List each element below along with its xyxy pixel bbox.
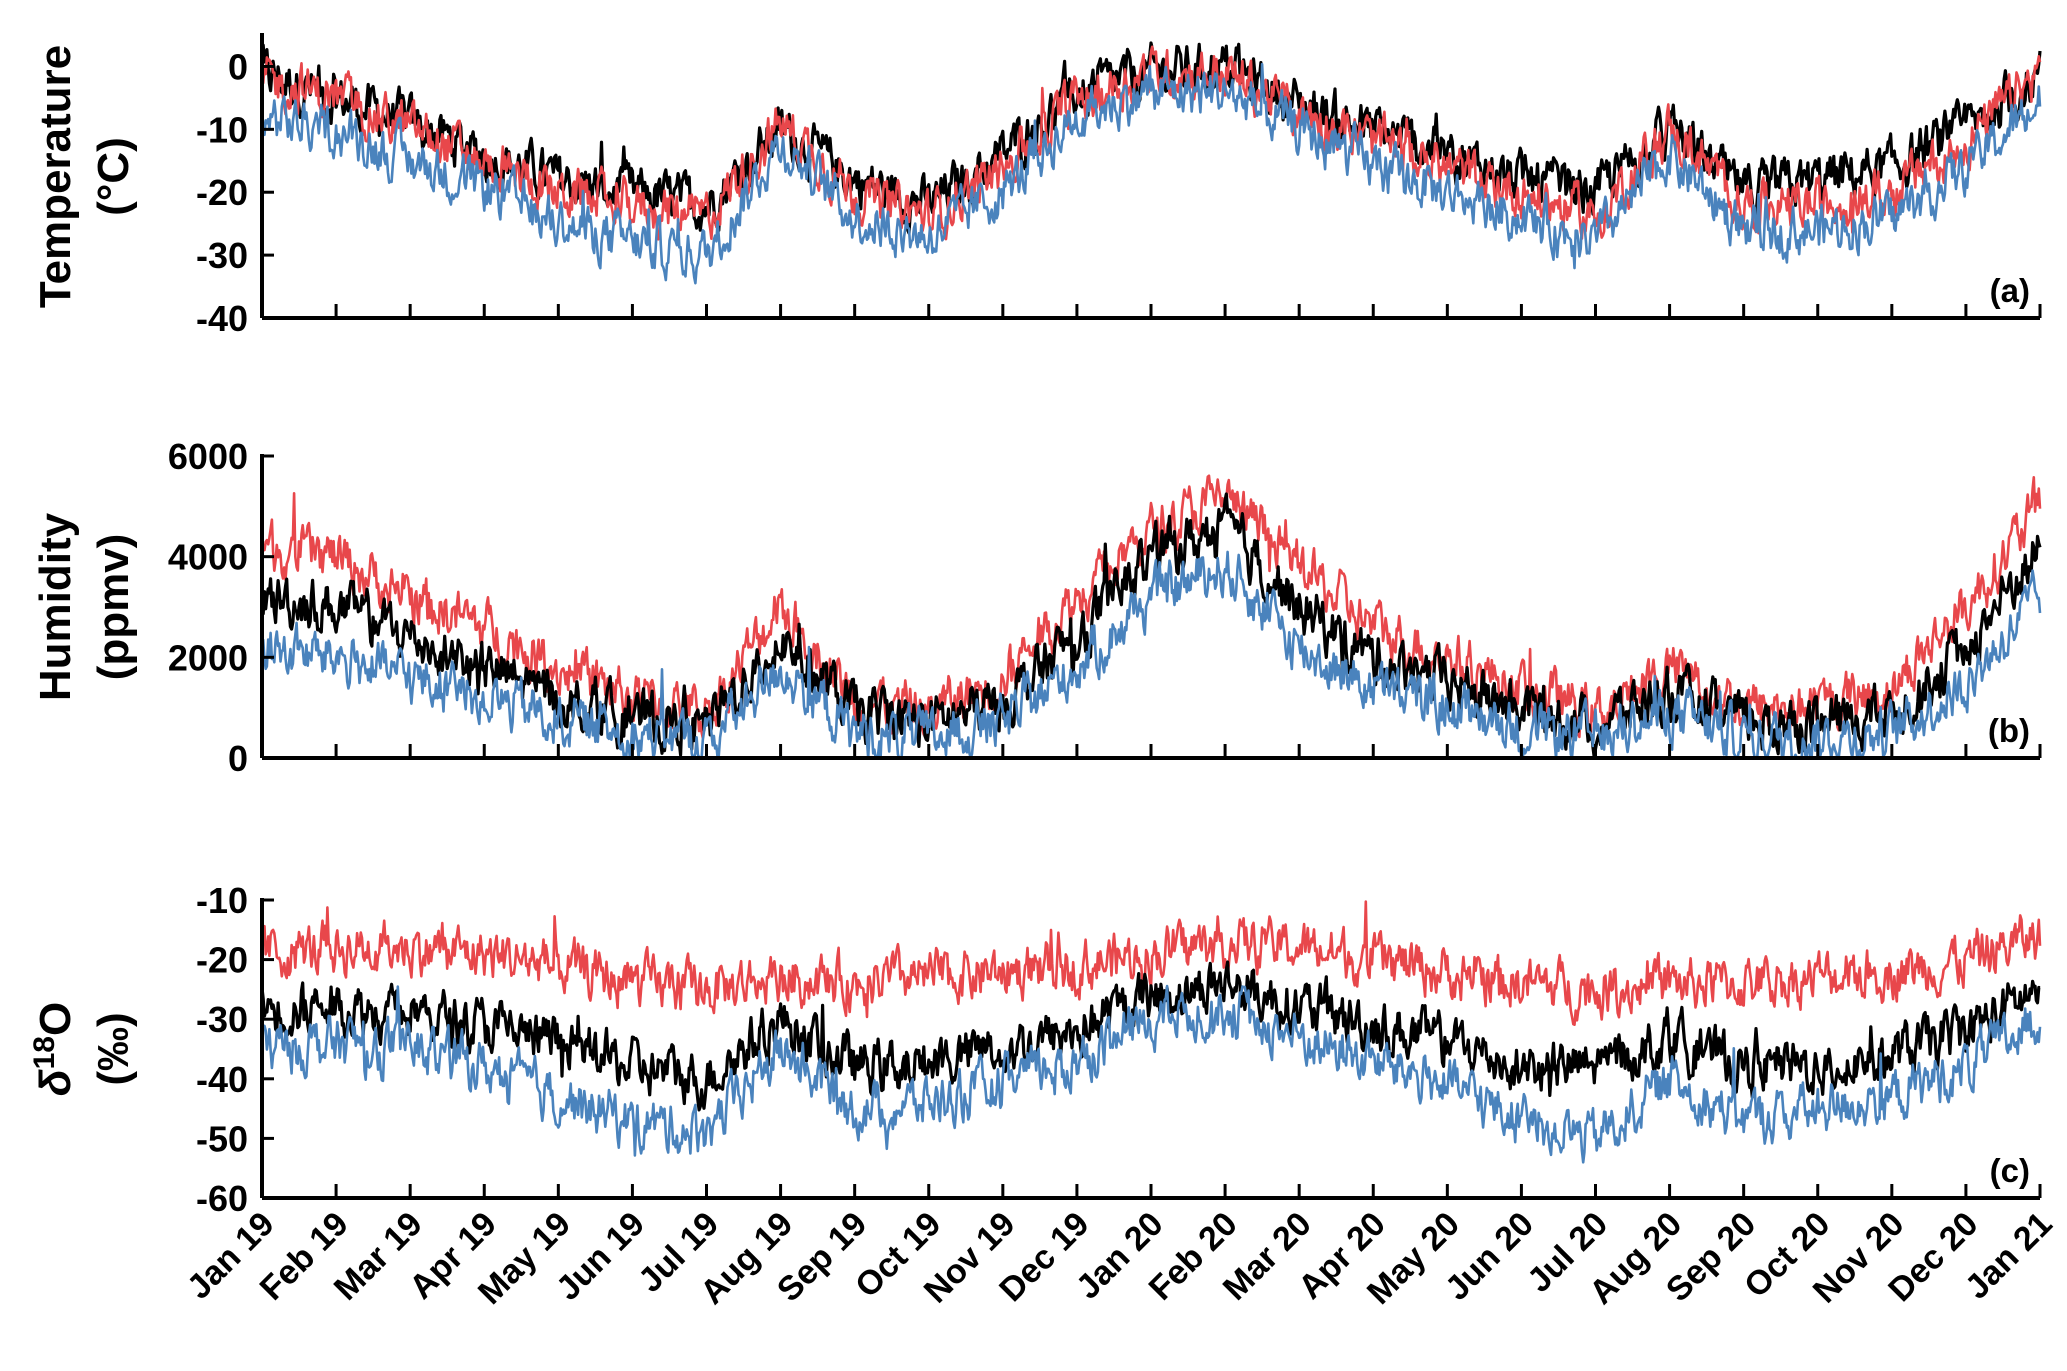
y-tick-label: -40	[196, 1059, 248, 1100]
y-axis-title: δ18O	[28, 1002, 80, 1096]
panel-a: 0 -10 -20 -30 -40 (a) Temperature (°C)	[31, 33, 2042, 339]
y-tick-label: -50	[196, 1118, 248, 1159]
series-blue-line	[260, 984, 2042, 1164]
y-tick-label: -60	[196, 1178, 248, 1219]
series-black-line	[260, 41, 2042, 235]
panel-label: (a)	[1990, 272, 2030, 309]
series-blue-line	[260, 62, 2042, 285]
y-tick-label: -10	[196, 109, 248, 150]
panel-label: (c)	[1990, 1152, 2030, 1189]
y-axis-unit: (°C)	[89, 137, 138, 216]
y-tick-label: 0	[228, 738, 248, 779]
y-axis-title: Humidity	[31, 512, 80, 701]
series-blue-line	[260, 550, 2042, 760]
y-tick-label: -10	[196, 880, 248, 921]
panel-label: (b)	[1988, 712, 2030, 749]
y-tick-label: -20	[196, 940, 248, 981]
y-tick-label: -30	[196, 999, 248, 1040]
y-tick-label: 4000	[168, 537, 248, 578]
y-tick-label: 2000	[168, 637, 248, 678]
y-axis-unit: (ppmv)	[89, 534, 138, 681]
y-tick-label: -20	[196, 172, 248, 213]
y-tick-label: 6000	[168, 436, 248, 477]
y-axis-unit: (‰)	[89, 1012, 138, 1085]
panel-b: 6000 4000 2000 0 (b) Humidity (ppmv)	[31, 436, 2042, 779]
y-tick-label: 0	[228, 46, 248, 87]
series-red-line	[261, 474, 2042, 740]
y-tick-label: -30	[196, 235, 248, 276]
series-black-line	[260, 960, 2041, 1112]
panel-c: -10 -20 -30 -40 -50 -60 (c) δ18O (‰)	[28, 880, 2042, 1219]
y-tick-label: -40	[196, 298, 248, 339]
y-axis-title: Temperature	[31, 45, 80, 308]
